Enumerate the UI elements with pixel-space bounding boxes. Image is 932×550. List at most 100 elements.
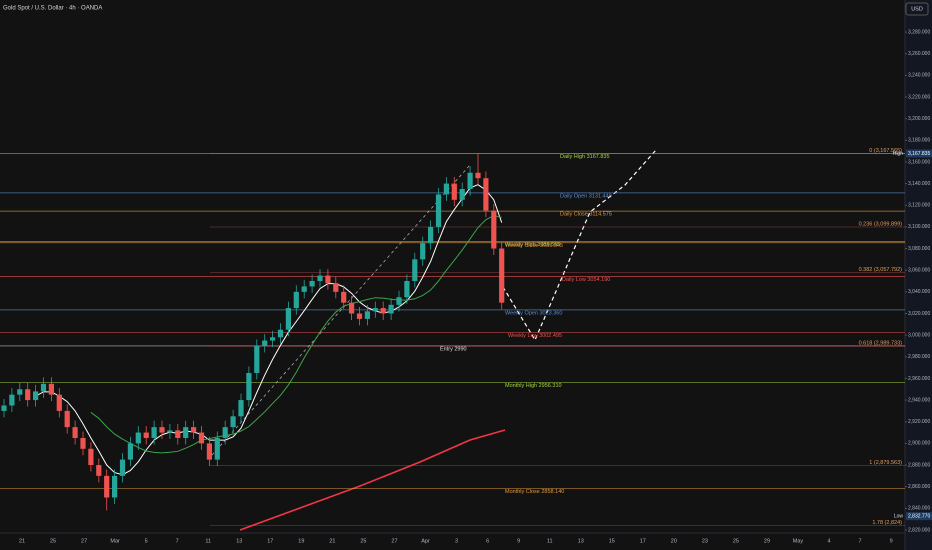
y-tick-label: 2,900.000 [908,441,930,447]
x-tick-label: May [793,538,804,544]
candle-body [206,443,212,460]
x-tick-label: 25 [733,538,739,544]
currency-box[interactable] [905,2,929,16]
x-tick-label: 6 [486,538,489,544]
price-box-name: High [893,151,904,157]
level-label: Weekly Open 3023.360 [505,310,562,316]
y-tick-label: 3,220.000 [908,94,930,100]
candle-body [175,430,181,438]
chart-title: Gold Spot / U.S. Dollar · 4h · OANDA [3,6,102,12]
candle-body [420,243,426,260]
price-box-name: Low [894,513,904,519]
ma-long [239,429,506,531]
x-tick-label: 11 [205,538,211,544]
candle-body [40,383,47,392]
candle-body [388,304,394,314]
candle-body [230,416,236,428]
candle-body [159,427,165,433]
candle-body [183,427,189,438]
candle-body [356,313,363,319]
candle-body [467,172,473,189]
x-tick-label: 27 [391,538,397,544]
x-tick-label: 17 [267,538,273,544]
candle-body [33,391,39,401]
candle-body [428,226,434,244]
x-tick-label: 9 [890,538,893,544]
price-box-label: 3,167.835 [908,151,930,157]
candle-body [285,308,291,330]
candle-body [191,427,197,433]
candle-body [443,183,449,195]
candle-body [270,337,276,341]
candle-body [246,373,252,401]
x-tick-label: 11 [547,538,553,544]
candle-body [475,172,481,179]
candle-body [17,389,23,395]
x-tick-label: Apr [421,538,430,544]
candle-body [222,427,228,438]
candle-body [451,183,457,200]
moving-average [90,215,502,454]
fib-label: 0.236 (3,099.899) [859,221,903,227]
fib-label: 0.618 (2,989.733) [859,341,903,347]
y-tick-label: 3,200.000 [908,116,930,122]
level-label: Weekly Low 3002.495 [508,333,562,339]
candle-body [25,389,31,401]
moving-average [35,184,503,476]
candle-body [333,283,339,292]
x-tick-label: 20 [671,538,677,544]
candle-body [96,465,102,476]
candle-body [135,432,141,444]
y-tick-label: 3,000.000 [908,332,930,338]
y-tick-label: 3,020.000 [908,311,930,317]
level-label: Entry 2990 [440,346,467,352]
x-tick-label: 7 [176,538,179,544]
x-tick-label: 29 [764,538,770,544]
y-tick-label: 2,920.000 [908,419,930,425]
level-label: Weekly Close 3085.345 [505,243,563,249]
candle-body [396,297,402,305]
x-tick-label: 3 [455,538,458,544]
candle-body [119,459,126,476]
x-tick-label: 25 [50,538,56,544]
candle-body [372,308,378,312]
candle-body [491,210,497,249]
price-box-label: 2,832.770 [908,513,930,519]
candle-body [56,394,62,411]
y-tick-label: 3,040.000 [908,289,930,295]
level-label: Monthly Close 2858.140 [505,489,564,495]
x-tick-label: 21 [19,538,25,544]
y-tick-label: 3,280.000 [908,29,930,35]
currency[interactable]: USD [911,6,923,12]
candle-body [9,394,15,406]
candle-body [1,405,7,411]
candle-body [143,432,149,438]
candle-body [364,311,370,319]
level-label: Daily Close 3114.575 [560,212,612,218]
candle-body [483,178,489,211]
candle-body [404,281,410,298]
candle-body [198,432,205,444]
y-tick-label: 3,260.000 [908,51,930,57]
fib-label: 0 (3,167.565) [869,148,902,154]
x-tick-label: Mar [110,538,120,544]
candle-body [325,275,331,284]
candle-body [341,291,347,303]
y-tick-label: 3,080.000 [908,246,930,252]
x-tick-label: 25 [360,538,366,544]
y-tick-label: 3,120.000 [908,203,930,209]
candle-body [127,443,133,460]
y-tick-label: 2,940.000 [908,397,930,403]
x-tick-label: 27 [81,538,87,544]
y-tick-label: 3,160.000 [908,159,930,165]
y-tick-label: 3,240.000 [908,73,930,79]
x-tick-label: 17 [640,538,646,544]
candle-body [88,448,94,466]
candle-body [104,475,110,498]
candle-body [64,410,70,428]
level-label: Daily High 3167.835 [560,154,610,160]
x-tick-label: 23 [702,538,708,544]
y-tick-label: 3,060.000 [908,268,930,274]
